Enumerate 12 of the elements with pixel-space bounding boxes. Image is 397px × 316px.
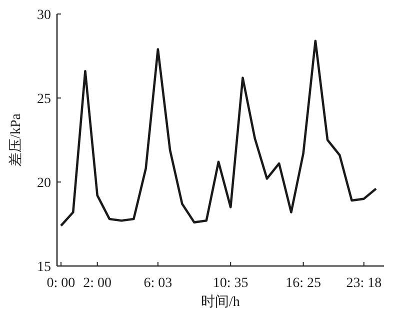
x-tick-label: 0: 00 — [46, 276, 76, 291]
x-tick-label: 23: 18 — [346, 276, 382, 291]
x-axis-title: 时间/h — [201, 294, 240, 310]
y-tick-label: 25 — [37, 92, 51, 107]
y-tick-label: 30 — [37, 8, 51, 23]
x-tick-label: 16: 25 — [286, 276, 322, 291]
y-axis-title: 差压/kPa — [8, 112, 24, 166]
x-tick-label: 2: 00 — [83, 276, 112, 291]
x-tick-label: 10: 35 — [212, 276, 248, 291]
x-tick-label: 6: 03 — [144, 276, 172, 291]
y-tick-label: 15 — [37, 260, 51, 275]
y-tick-label: 20 — [37, 176, 51, 191]
